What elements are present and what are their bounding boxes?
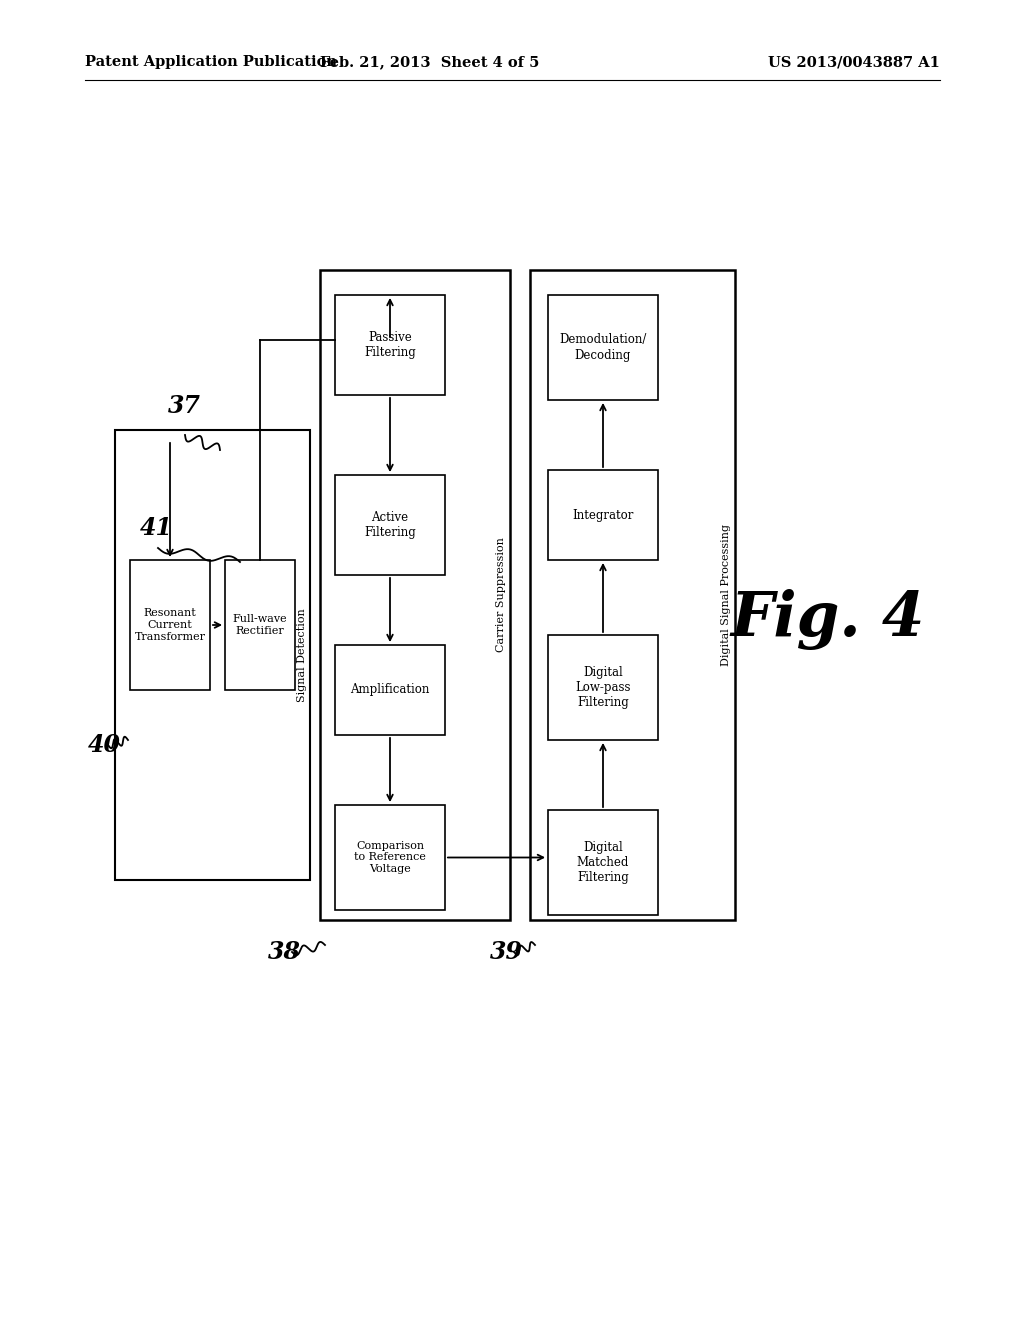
- Text: Signal Detection: Signal Detection: [297, 609, 307, 702]
- Text: Active
Filtering: Active Filtering: [365, 511, 416, 539]
- Text: 41: 41: [140, 516, 173, 540]
- Text: Feb. 21, 2013  Sheet 4 of 5: Feb. 21, 2013 Sheet 4 of 5: [321, 55, 540, 69]
- Text: Amplification: Amplification: [350, 684, 430, 697]
- Text: Fig. 4: Fig. 4: [730, 590, 925, 651]
- Text: 39: 39: [490, 940, 523, 964]
- Text: Passive
Filtering: Passive Filtering: [365, 331, 416, 359]
- Bar: [225, 560, 295, 690]
- Text: Integrator: Integrator: [572, 508, 634, 521]
- Bar: [130, 560, 210, 690]
- Text: 40: 40: [88, 733, 121, 756]
- Bar: [335, 805, 445, 909]
- Text: US 2013/0043887 A1: US 2013/0043887 A1: [768, 55, 940, 69]
- Text: Digital Signal Processing: Digital Signal Processing: [721, 524, 731, 667]
- Bar: [335, 294, 445, 395]
- Text: Patent Application Publication: Patent Application Publication: [85, 55, 337, 69]
- Bar: [530, 271, 735, 920]
- Text: Digital
Matched
Filtering: Digital Matched Filtering: [577, 841, 629, 884]
- Text: Digital
Low-pass
Filtering: Digital Low-pass Filtering: [575, 667, 631, 709]
- Bar: [335, 475, 445, 576]
- Text: Demodulation/
Decoding: Demodulation/ Decoding: [559, 334, 647, 362]
- Bar: [319, 271, 510, 920]
- Bar: [548, 810, 658, 915]
- Bar: [548, 635, 658, 741]
- Bar: [548, 294, 658, 400]
- Bar: [115, 430, 310, 880]
- Bar: [335, 645, 445, 735]
- Text: Carrier Suppression: Carrier Suppression: [496, 537, 506, 652]
- Text: Comparison
to Reference
Voltage: Comparison to Reference Voltage: [354, 841, 426, 874]
- Text: 37: 37: [168, 393, 201, 418]
- Text: Full-wave
Rectifier: Full-wave Rectifier: [232, 614, 288, 636]
- Bar: [548, 470, 658, 560]
- Text: Resonant
Current
Transformer: Resonant Current Transformer: [134, 609, 206, 642]
- Text: 38: 38: [268, 940, 301, 964]
